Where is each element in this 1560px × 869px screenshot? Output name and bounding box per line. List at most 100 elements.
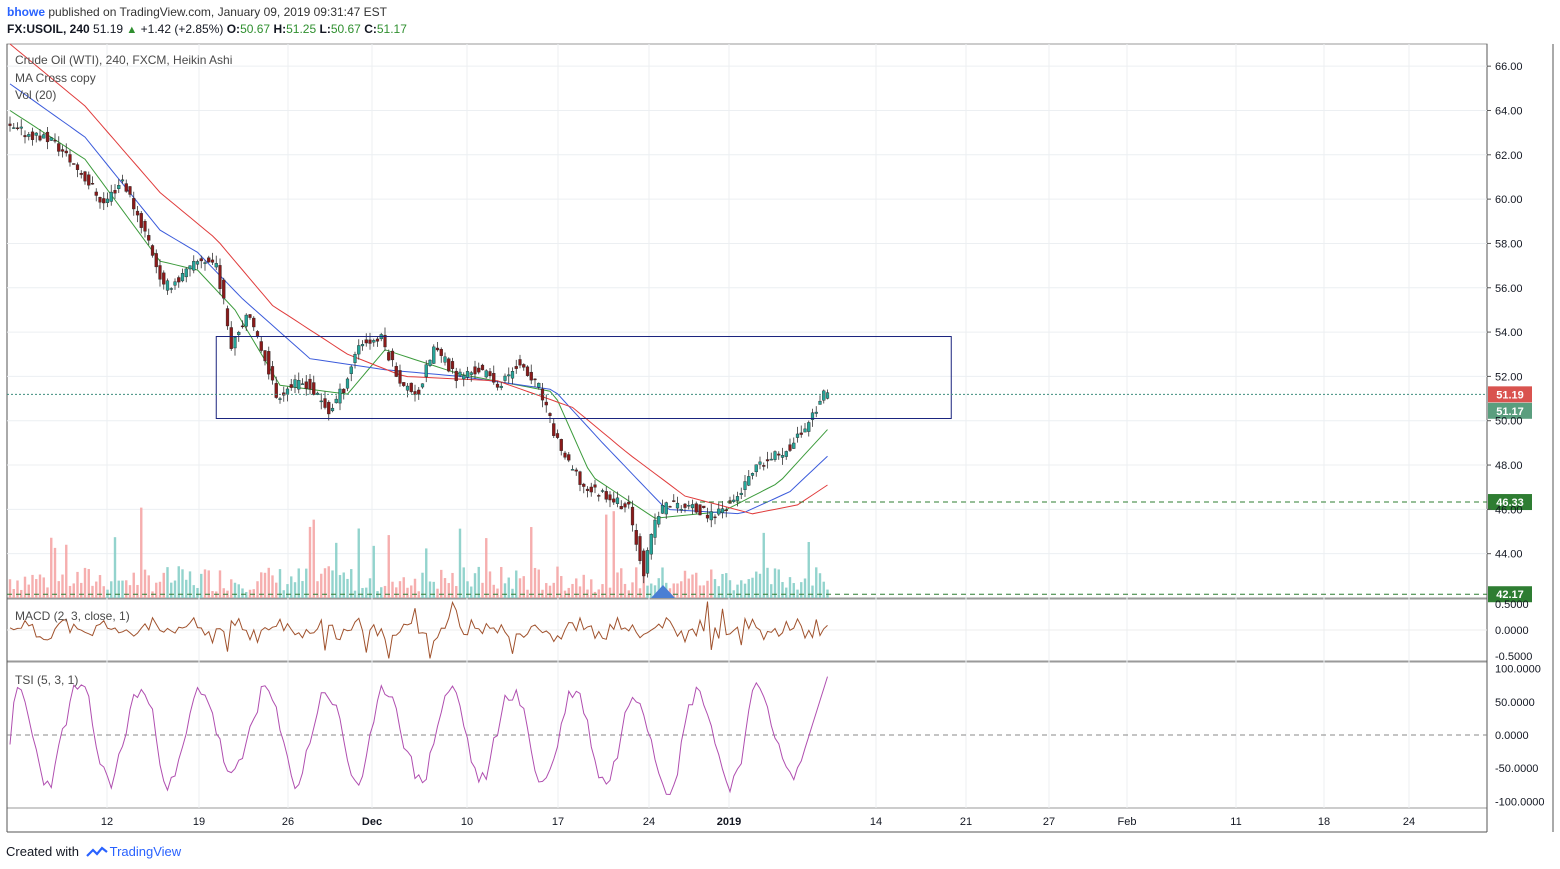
candle-down	[368, 339, 372, 344]
chart-annotations: 51.19 51.17 46.33 42.17	[7, 336, 1532, 603]
candle-down	[777, 453, 781, 456]
volume-bar	[68, 585, 72, 598]
candle-up	[420, 383, 425, 388]
volume-bar	[616, 572, 619, 598]
ma-cross-legend[interactable]: MA Cross copy	[15, 71, 96, 85]
candle-up	[664, 502, 668, 515]
price-tag	[1488, 494, 1532, 511]
volume-bar	[27, 584, 30, 598]
price-tag	[1488, 386, 1532, 403]
tsi-tick-label: 0.0000	[1495, 730, 1529, 742]
volume-bar	[31, 574, 34, 598]
volume-bar	[301, 581, 304, 598]
candle-up	[615, 497, 620, 504]
volume-bar	[451, 572, 454, 598]
candle-down	[274, 383, 278, 398]
candle-down	[619, 506, 623, 510]
candle-up	[432, 346, 436, 364]
volume-bar	[488, 571, 492, 598]
candle-down	[713, 516, 717, 519]
y-tick-label: 66.00	[1495, 61, 1523, 73]
volume-bar	[728, 580, 732, 598]
macd-tick-label: 0.5000	[1495, 599, 1529, 611]
x-tick-label: 14	[870, 816, 882, 828]
volume-bar	[260, 572, 263, 598]
candle-down	[323, 398, 327, 408]
volume-bar	[485, 538, 488, 598]
volume-bar	[590, 579, 593, 598]
volume-bar	[170, 582, 173, 598]
candle-down	[623, 503, 627, 508]
volume-bar	[286, 584, 289, 598]
volume-bar	[53, 547, 57, 598]
tsi-legend[interactable]: TSI (5, 3, 1)	[15, 673, 79, 687]
candle-up	[424, 364, 428, 377]
volume-bar	[237, 584, 240, 598]
y-tick-label: 54.00	[1495, 327, 1523, 339]
candle-up	[192, 260, 196, 271]
candle-up	[657, 516, 661, 525]
candle-up	[600, 490, 605, 492]
candle-down	[518, 359, 522, 366]
candle-down	[259, 341, 263, 351]
volume-bar	[736, 584, 739, 598]
volume-bar	[503, 583, 507, 598]
candle-down	[147, 235, 151, 241]
volume-bar	[597, 589, 600, 598]
tsi-line	[9, 676, 828, 796]
candle-down	[177, 277, 181, 283]
volume-bar	[383, 585, 387, 598]
candle-down	[589, 486, 593, 493]
candle-up	[334, 398, 338, 404]
price-tag-label: 42.17	[1496, 589, 1524, 601]
candle-up	[709, 511, 713, 521]
volume-bar	[12, 588, 15, 598]
candle-down	[495, 383, 500, 388]
x-tick-label: 10	[461, 816, 473, 828]
candle-down	[724, 509, 728, 511]
price-tag	[1488, 402, 1532, 419]
candle-down	[409, 382, 413, 392]
volume-bar	[680, 581, 683, 598]
candle-down	[113, 190, 117, 194]
candle-up	[769, 458, 773, 461]
candle-down	[132, 198, 136, 210]
volume-bar	[290, 576, 293, 598]
volume-bar	[233, 582, 237, 598]
volume-bar	[447, 583, 450, 598]
price-tag	[1488, 586, 1532, 603]
macd-legend[interactable]: MACD (2, 3, close, 1)	[15, 609, 130, 623]
candle-down	[98, 197, 102, 203]
candle-up	[345, 378, 350, 389]
candle-up	[49, 137, 53, 141]
volume-bar	[571, 583, 574, 598]
volume-bar	[312, 519, 315, 598]
volume-bar	[230, 579, 233, 598]
candle-up	[499, 385, 503, 388]
candle-up	[120, 179, 125, 182]
volume-bar	[417, 591, 420, 598]
tradingview-brand[interactable]: TradingView	[109, 844, 182, 859]
volume-bar	[575, 578, 578, 598]
volume-legend[interactable]: Vol (20)	[15, 88, 57, 102]
candle-up	[184, 268, 188, 278]
candle-up	[773, 451, 777, 460]
publisher-username[interactable]: bhowe	[7, 5, 45, 19]
candle-down	[529, 371, 533, 381]
volume-bar	[676, 583, 679, 598]
volume-bar	[162, 572, 165, 598]
x-tick-label: 11	[1230, 816, 1241, 828]
chart-grid	[6, 43, 1554, 833]
low-label: L:	[319, 22, 331, 36]
candle-up	[237, 332, 241, 335]
candle-down	[559, 439, 563, 451]
candle-up	[537, 382, 541, 388]
x-tick-label: 24	[643, 816, 655, 828]
footer: Created with TradingView	[6, 844, 181, 859]
ma-fast-line	[9, 110, 828, 519]
volume-bar	[222, 588, 225, 598]
volume-bar	[436, 588, 439, 598]
volume-bar	[35, 579, 38, 598]
candle-down	[477, 367, 481, 373]
